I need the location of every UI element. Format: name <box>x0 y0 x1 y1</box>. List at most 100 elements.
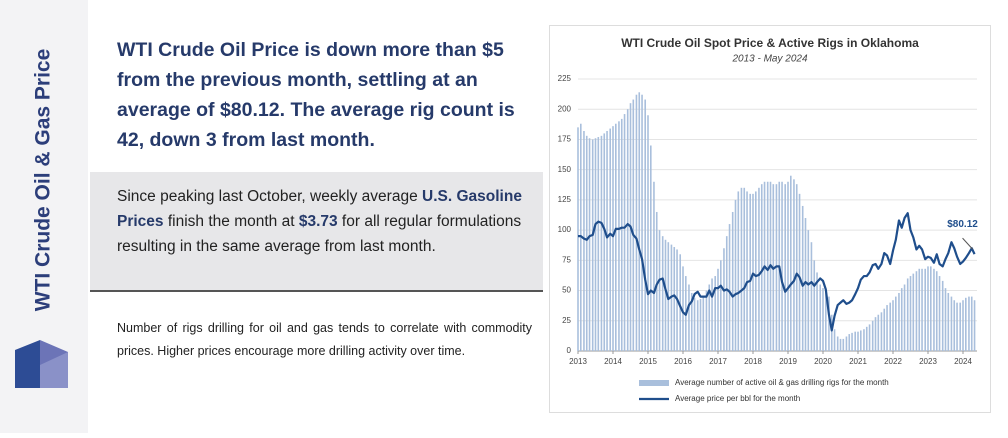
bar <box>711 278 713 351</box>
bar <box>906 278 909 351</box>
bar <box>594 138 597 351</box>
bar <box>793 179 795 351</box>
bar <box>938 276 941 351</box>
callout-text: for all regular formulations resulting i… <box>117 213 522 255</box>
bar <box>933 268 935 351</box>
bar <box>950 296 953 351</box>
bar <box>889 302 892 351</box>
bar <box>690 292 693 351</box>
bar <box>795 184 798 351</box>
bar <box>653 181 655 351</box>
bar <box>597 137 600 351</box>
callout-text: finish the month at <box>163 213 299 230</box>
bar <box>968 296 970 351</box>
bar <box>918 268 921 351</box>
bar <box>973 300 976 351</box>
bar <box>787 181 789 351</box>
sidebar: WTI Crude Oil & Gas Price <box>0 0 88 433</box>
bar <box>921 268 923 351</box>
bar <box>903 284 906 351</box>
y-tick-label: 225 <box>558 74 572 83</box>
chart-title: WTI Crude Oil Spot Price & Active Rigs i… <box>621 36 919 50</box>
bar <box>810 242 813 351</box>
y-tick-label: 100 <box>558 225 572 234</box>
bar <box>819 284 822 351</box>
bar <box>618 121 620 351</box>
bar <box>909 276 912 351</box>
bar <box>944 288 947 351</box>
bar <box>804 218 807 351</box>
y-tick-label: 25 <box>562 316 571 325</box>
bar <box>603 133 606 351</box>
icon <box>15 340 40 388</box>
bar <box>883 308 886 351</box>
bar <box>588 138 591 351</box>
bar <box>591 139 594 351</box>
bar <box>626 109 629 351</box>
callout-text: Since peaking last October, weekly avera… <box>117 188 423 205</box>
bar <box>880 312 883 351</box>
bar <box>953 300 956 351</box>
bar <box>746 191 748 351</box>
bar <box>868 324 871 351</box>
bar <box>638 92 641 351</box>
bar <box>970 296 973 351</box>
bar <box>851 332 853 351</box>
bar <box>956 302 958 351</box>
bar <box>614 123 617 352</box>
bar <box>635 94 638 352</box>
x-tick-label: 2016 <box>674 357 692 366</box>
bar <box>749 193 752 351</box>
bar <box>708 284 711 351</box>
bar <box>600 135 603 351</box>
bar <box>583 130 585 351</box>
bar <box>705 290 708 351</box>
bar <box>717 268 719 351</box>
bar <box>900 288 903 351</box>
bar <box>816 272 818 351</box>
icon <box>40 352 68 388</box>
bar <box>877 314 880 351</box>
bar <box>842 338 845 351</box>
callout-text: $3.73 <box>298 213 338 230</box>
bar <box>927 266 929 351</box>
bar <box>740 187 743 351</box>
callout-text: U.S. Gasoline Prices <box>117 188 522 230</box>
bar <box>728 224 731 351</box>
bar <box>649 145 652 351</box>
bar <box>682 266 684 351</box>
bar <box>801 205 804 351</box>
bar <box>886 305 888 351</box>
bar <box>725 236 728 351</box>
bar <box>871 320 874 351</box>
bar <box>699 299 702 351</box>
chart: WTI Crude Oil Spot Price & Active Rigs i… <box>549 25 991 413</box>
bar <box>822 288 824 351</box>
x-tick-label: 2014 <box>604 357 622 366</box>
headline: WTI Crude Oil Price is down more than $5… <box>117 39 515 151</box>
bar <box>959 302 962 351</box>
bar <box>874 317 877 351</box>
y-tick-label: 175 <box>558 135 572 144</box>
line <box>578 212 976 332</box>
sidebar-art: WTI Crude Oil & Gas Price <box>15 49 68 388</box>
bar <box>935 271 938 351</box>
legend-label: Average price per bbl for the month <box>675 394 800 403</box>
bar <box>929 266 932 351</box>
bar <box>661 236 664 351</box>
bar <box>781 181 783 351</box>
bar <box>766 181 769 351</box>
bar <box>758 187 760 351</box>
bar <box>898 292 900 351</box>
x-tick-label: 2023 <box>919 357 937 366</box>
bar <box>658 230 661 351</box>
annotation: $80.12 <box>947 219 978 230</box>
x-tick-label: 2013 <box>569 357 587 366</box>
bar <box>830 314 833 351</box>
legend-swatch <box>639 380 669 386</box>
bar <box>848 334 851 351</box>
bar <box>789 175 792 351</box>
x-tick-label: 2021 <box>849 357 867 366</box>
bar <box>863 329 865 351</box>
